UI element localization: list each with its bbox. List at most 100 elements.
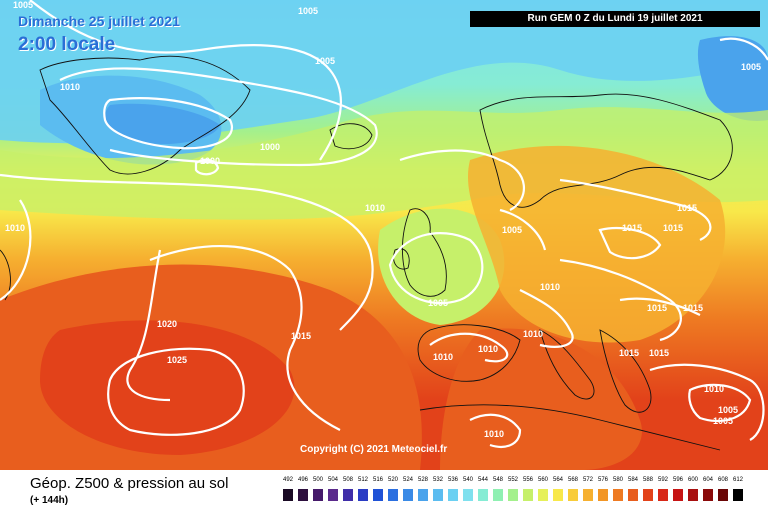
isobar-1010-africa <box>469 413 522 448</box>
isobar-label: 1015 <box>291 331 311 341</box>
legend-swatch <box>523 489 533 501</box>
isobar-label: 1000 <box>260 142 280 152</box>
legend-swatch <box>403 489 413 501</box>
color-legend: 492 496 500 504 508 512 516 520 524 528 532 536 540 5… <box>283 477 753 509</box>
britain-coast <box>401 208 447 297</box>
iberia-coast <box>417 324 521 382</box>
isobar-1000-small <box>194 158 220 176</box>
balkans-coast <box>599 329 652 413</box>
legend-swatch <box>283 489 293 501</box>
isobar-1000 <box>103 97 233 150</box>
weather-map: 1005 1005 1010 1000 1000 1005 1010 1010 … <box>0 0 768 470</box>
isobar-label: 1005 <box>13 0 33 10</box>
legend-label: 528 <box>418 477 429 483</box>
isobar-label: 1005 <box>502 225 522 235</box>
italy-coast <box>539 329 595 400</box>
isobar-1020 <box>126 249 171 402</box>
legend-label: 572 <box>583 477 594 483</box>
legend-swatch <box>463 489 473 501</box>
isobar-1005-uk <box>388 232 484 305</box>
legend-label: 536 <box>448 477 459 483</box>
legend-label: 548 <box>493 477 504 483</box>
legend-swatch <box>718 489 728 501</box>
isobar-label: 1010 <box>540 282 560 292</box>
northeast-low-zone <box>697 36 768 121</box>
legend-swatch <box>388 489 398 501</box>
forecast-lead-time: (+ 144h) <box>30 495 69 506</box>
legend-label: 608 <box>718 477 729 483</box>
isobar-label: 1010 <box>5 223 25 233</box>
isobar-label: 1015 <box>647 303 667 313</box>
legend-label: 500 <box>313 477 324 483</box>
legend-swatch <box>583 489 593 501</box>
isobar-1015-north <box>559 178 712 241</box>
isobar-label: 1015 <box>622 223 642 233</box>
isobar-1015-baltic <box>598 227 662 260</box>
legend-swatch <box>568 489 578 501</box>
legend-label: 540 <box>463 477 474 483</box>
isobar-labels: 1005 1005 1010 1000 1000 1005 1010 1010 … <box>5 0 761 439</box>
legend-swatch <box>673 489 683 501</box>
scandinavia-coast <box>479 93 733 208</box>
map-footer: Géop. Z500 & pression au sol (+ 144h) <box>0 470 768 512</box>
model-run-info: Run GEM 0 Z du Lundi 19 juillet 2021 <box>470 11 760 27</box>
legend-swatch <box>733 489 743 501</box>
legend-swatch <box>418 489 428 501</box>
isobar-1005-ne <box>719 37 768 61</box>
legend-label: 580 <box>613 477 624 483</box>
greenland-coast <box>39 55 251 175</box>
isobar-1010-uk <box>399 149 525 211</box>
legend-label: 596 <box>673 477 684 483</box>
legend-swatch <box>508 489 518 501</box>
isobar-label: 1015 <box>649 348 669 358</box>
isobar-label: 1005 <box>428 298 448 308</box>
isobar-1005-east <box>688 383 752 422</box>
legend-swatch <box>448 489 458 501</box>
isobar-label: 1005 <box>315 56 335 66</box>
legend-swatch <box>598 489 608 501</box>
legend-swatch <box>373 489 383 501</box>
isobar-label: 1010 <box>60 82 80 92</box>
north-africa-coast <box>419 404 721 451</box>
isobar-label: 1020 <box>157 319 177 329</box>
isobar-label: 1025 <box>167 355 187 365</box>
forecast-local-time: 2:00 locale <box>18 34 116 55</box>
legend-label: 592 <box>658 477 669 483</box>
isobar-1015-central <box>559 258 682 342</box>
legend-label: 520 <box>388 477 399 483</box>
map-title: Géop. Z500 & pression au sol <box>30 475 229 492</box>
isobar-1015 <box>149 244 341 431</box>
uk-low-zone <box>378 208 505 325</box>
legend-label: 544 <box>478 477 489 483</box>
legend-swatch <box>358 489 368 501</box>
legend-label: 564 <box>553 477 564 483</box>
legend-swatch <box>688 489 698 501</box>
legend-swatch <box>313 489 323 501</box>
legend-swatch <box>493 489 503 501</box>
isobar-1010-mid <box>0 173 374 331</box>
legend-label: 560 <box>538 477 549 483</box>
legend-label: 604 <box>703 477 714 483</box>
legend-swatch <box>658 489 668 501</box>
legend-swatch <box>703 489 713 501</box>
legend-swatch <box>553 489 563 501</box>
legend-label: 496 <box>298 477 309 483</box>
legend-label: 556 <box>523 477 534 483</box>
legend-label: 584 <box>628 477 639 483</box>
legend-label: 600 <box>688 477 699 483</box>
legend-swatch <box>433 489 443 501</box>
isobar-label: 1010 <box>433 352 453 362</box>
deep-low-zone <box>105 103 220 145</box>
legend-labels: 492 496 500 504 508 512 516 520 524 528 532 536 540 5… <box>283 477 753 487</box>
legend-label: 552 <box>508 477 519 483</box>
legend-label: 576 <box>598 477 609 483</box>
isobar-label: 1015 <box>683 303 703 313</box>
isobar-label: 1015 <box>677 203 697 213</box>
isobar-label: 1005 <box>713 416 733 426</box>
legend-label: 524 <box>403 477 414 483</box>
coastlines <box>0 55 733 451</box>
copyright-notice: Copyright (C) 2021 Meteociel.fr <box>300 444 448 455</box>
legend-label: 492 <box>283 477 294 483</box>
legend-label: 588 <box>643 477 654 483</box>
legend-label: 512 <box>358 477 369 483</box>
